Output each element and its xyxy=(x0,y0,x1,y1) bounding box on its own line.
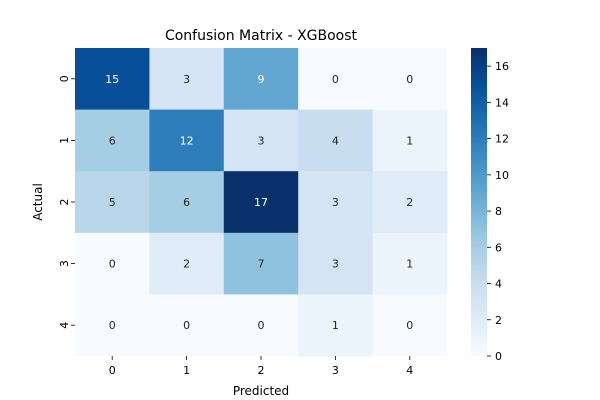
y-axis-ticks: 0 1 2 3 4 xyxy=(58,75,75,329)
cell-value-label: 0 xyxy=(406,319,413,332)
colorbar-tick-label: 4 xyxy=(495,278,502,291)
heatmap-cell xyxy=(149,48,225,111)
heatmap-cell xyxy=(223,232,299,295)
heatmap-cell xyxy=(372,171,448,234)
heatmap-cell-labels: 15 3 9 0 06 12 3 4 15 6 17 3 20 2 7 3 10 0 0 1 0 xyxy=(105,73,413,332)
heatmap-cell xyxy=(75,294,150,357)
cell-value-label: 4 xyxy=(332,134,339,147)
x-tick-label: 2 xyxy=(258,364,265,377)
x-tick-label: 0 xyxy=(109,364,116,377)
x-tick-label: 4 xyxy=(406,364,413,377)
cell-value-label: 5 xyxy=(109,196,116,209)
colorbar-tick-label: 14 xyxy=(495,96,509,109)
cell-value-label: 2 xyxy=(183,258,190,271)
cell-value-label: 1 xyxy=(406,258,413,271)
x-tick-label: 1 xyxy=(183,364,190,377)
y-tick-label: 4 xyxy=(58,322,71,329)
heatmap-cell xyxy=(372,294,448,357)
cell-value-label: 3 xyxy=(183,73,190,86)
colorbar-tick-label: 0 xyxy=(495,350,502,363)
heatmap-cell xyxy=(223,48,299,111)
heatmap-cell xyxy=(223,294,299,357)
x-tick-label: 3 xyxy=(332,364,339,377)
cell-value-label: 0 xyxy=(258,319,265,332)
cell-value-label: 3 xyxy=(258,134,265,147)
cell-value-label: 3 xyxy=(332,196,339,209)
cell-value-label: 0 xyxy=(109,258,116,271)
colorbar-tick-label: 2 xyxy=(495,314,502,327)
heatmap-cell xyxy=(372,48,448,111)
heatmap-cell xyxy=(298,171,374,234)
heatmap-cell xyxy=(149,232,225,295)
cell-value-label: 0 xyxy=(406,73,413,86)
heatmap-cell xyxy=(298,109,374,172)
heatmap-cell xyxy=(223,109,299,172)
colorbar-gradient xyxy=(471,48,487,356)
heatmap-cell xyxy=(298,232,374,295)
cell-value-label: 0 xyxy=(332,73,339,86)
chart-title: Confusion Matrix - XGBoost xyxy=(165,28,358,44)
cell-value-label: 7 xyxy=(258,258,265,271)
heatmap-cell xyxy=(75,109,150,172)
cell-value-label: 3 xyxy=(332,258,339,271)
heatmap-cell xyxy=(75,171,150,234)
cell-value-label: 0 xyxy=(183,319,190,332)
heatmap-cells xyxy=(75,48,448,357)
cell-value-label: 9 xyxy=(258,73,265,86)
cell-value-label: 2 xyxy=(406,196,413,209)
cell-value-label: 15 xyxy=(105,73,119,86)
heatmap-cell xyxy=(223,171,299,234)
heatmap-cell xyxy=(372,232,448,295)
cell-value-label: 17 xyxy=(254,196,268,209)
heatmap-cell xyxy=(75,232,150,295)
heatmap-cell xyxy=(298,48,374,111)
cell-value-label: 6 xyxy=(183,196,190,209)
cell-value-label: 0 xyxy=(109,319,116,332)
y-tick-label: 2 xyxy=(58,199,71,206)
x-axis-ticks: 0 1 2 3 4 xyxy=(109,356,413,377)
y-tick-label: 3 xyxy=(58,260,71,267)
colorbar: 0 2 4 6 8 10 12 14 16 xyxy=(471,48,509,363)
cell-value-label: 1 xyxy=(332,319,339,332)
cell-value-label: 12 xyxy=(180,134,194,147)
heatmap-cell xyxy=(298,294,374,357)
heatmap-cell xyxy=(372,109,448,172)
colorbar-tick-label: 10 xyxy=(495,169,509,182)
colorbar-tick-label: 16 xyxy=(495,60,509,73)
heatmap-cell xyxy=(75,48,150,111)
heatmap-cell xyxy=(149,109,225,172)
colorbar-tick-label: 12 xyxy=(495,133,509,146)
cell-value-label: 6 xyxy=(109,134,116,147)
cell-value-label: 1 xyxy=(406,134,413,147)
heatmap-cell xyxy=(149,171,225,234)
colorbar-tick-label: 6 xyxy=(495,241,502,254)
colorbar-tick-label: 8 xyxy=(495,205,502,218)
colorbar-ticks: 0 2 4 6 8 10 12 14 16 xyxy=(487,60,509,363)
y-tick-label: 1 xyxy=(58,137,71,144)
heatmap-cell xyxy=(149,294,225,357)
y-axis-label: Actual xyxy=(31,183,45,221)
y-tick-label: 0 xyxy=(58,75,71,82)
x-axis-label: Predicted xyxy=(233,384,289,398)
